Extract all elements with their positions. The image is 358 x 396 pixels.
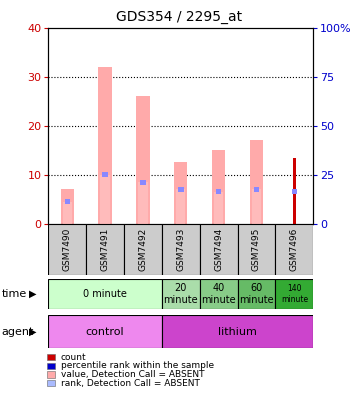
Bar [252,189,261,224]
Bar [293,158,296,224]
Bar [162,315,313,348]
Bar [124,224,162,275]
Bar [138,182,147,224]
Bar [200,279,238,309]
Bar [200,224,238,275]
Text: time: time [2,289,27,299]
Bar [48,315,162,348]
Bar [174,162,188,224]
Bar [275,279,313,309]
Bar [216,189,221,194]
Text: GSM7490: GSM7490 [63,228,72,271]
Text: GDS354 / 2295_at: GDS354 / 2295_at [116,10,242,24]
Bar [86,224,124,275]
Bar [178,187,184,192]
Text: 40
minute: 40 minute [201,283,236,305]
Bar [140,180,146,185]
Bar [250,141,263,224]
Text: percentile rank within the sample: percentile rank within the sample [61,362,214,370]
Bar [292,189,297,194]
Text: agent: agent [2,327,34,337]
Text: 140
minute: 140 minute [281,284,308,304]
Bar [254,187,259,192]
Bar [238,279,275,309]
Bar [162,224,200,275]
Text: 20
minute: 20 minute [164,283,198,305]
Text: ▶: ▶ [29,327,37,337]
Bar [63,202,72,224]
Text: GSM7491: GSM7491 [101,228,110,271]
Bar [275,224,313,275]
Text: GSM7492: GSM7492 [139,228,147,271]
Bar [238,224,275,275]
Text: value, Detection Call = ABSENT: value, Detection Call = ABSENT [61,370,204,379]
Bar [162,279,200,309]
Bar [48,279,162,309]
Bar [136,96,150,224]
Bar [64,199,70,204]
Bar [98,67,112,224]
Text: GSM7493: GSM7493 [176,228,185,271]
Text: count: count [61,353,87,362]
Text: GSM7496: GSM7496 [290,228,299,271]
Text: 0 minute: 0 minute [83,289,127,299]
Text: rank, Detection Call = ABSENT: rank, Detection Call = ABSENT [61,379,200,388]
Text: GSM7495: GSM7495 [252,228,261,271]
Bar [102,172,108,177]
Text: control: control [86,327,125,337]
Bar [48,224,86,275]
Bar [176,189,185,224]
Text: lithium: lithium [218,327,257,337]
Bar [61,189,74,224]
Text: 60
minute: 60 minute [239,283,274,305]
Text: GSM7494: GSM7494 [214,228,223,271]
Bar [101,175,110,224]
Bar [212,150,225,224]
Bar [214,192,223,224]
Text: ▶: ▶ [29,289,37,299]
